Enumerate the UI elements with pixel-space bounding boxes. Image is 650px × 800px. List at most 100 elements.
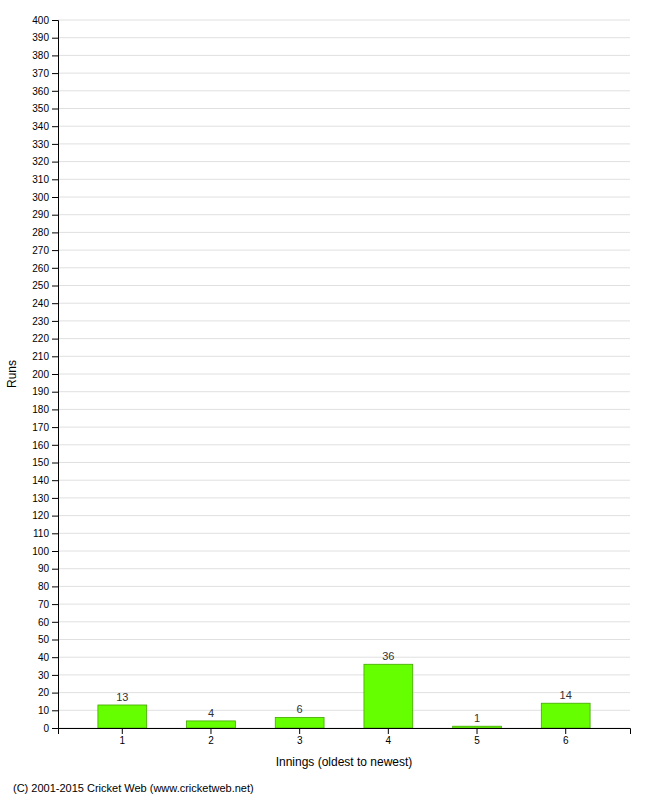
y-tick-label: 380 bbox=[32, 50, 49, 61]
x-tick-label: 3 bbox=[297, 735, 303, 746]
y-tick-mark bbox=[52, 215, 58, 216]
y-tick-label: 60 bbox=[38, 617, 50, 628]
grid-line bbox=[58, 232, 630, 233]
y-tick: 370 bbox=[32, 68, 58, 79]
y-tick: 160 bbox=[32, 440, 58, 451]
grid bbox=[58, 20, 630, 728]
y-tick-mark bbox=[52, 20, 58, 21]
grid-line bbox=[58, 444, 630, 445]
y-tick-label: 100 bbox=[32, 546, 49, 557]
y-tick-label: 330 bbox=[32, 139, 49, 150]
x-axis-line bbox=[59, 729, 631, 735]
y-tick: 260 bbox=[32, 263, 58, 274]
y-tick-mark bbox=[52, 498, 58, 499]
grid-line bbox=[58, 674, 630, 675]
grid-line bbox=[58, 90, 630, 91]
y-axis-line bbox=[52, 21, 59, 729]
y-tick-mark bbox=[52, 710, 58, 711]
bar bbox=[453, 726, 502, 728]
y-tick: 400 bbox=[32, 15, 58, 26]
y-tick: 210 bbox=[32, 351, 58, 362]
x-tick: 4 bbox=[386, 728, 392, 746]
x-tick: 6 bbox=[563, 728, 569, 746]
y-tick-mark bbox=[52, 162, 58, 163]
grid-line bbox=[58, 126, 630, 127]
y-tick-label: 290 bbox=[32, 209, 49, 220]
grid-line bbox=[58, 320, 630, 321]
y-tick-label: 300 bbox=[32, 192, 49, 203]
y-tick-mark bbox=[52, 675, 58, 676]
y-tick-mark bbox=[52, 91, 58, 92]
y-tick-mark bbox=[52, 126, 58, 127]
y-tick-mark bbox=[52, 250, 58, 251]
x-tick: 1 bbox=[120, 728, 126, 746]
x-axis: 123456 bbox=[59, 728, 631, 746]
grid-line bbox=[58, 55, 630, 56]
grid-line bbox=[58, 657, 630, 658]
y-tick-mark bbox=[52, 516, 58, 517]
y-tick-mark bbox=[52, 480, 58, 481]
y-tick-mark bbox=[52, 622, 58, 623]
grid-line bbox=[58, 621, 630, 622]
y-tick-label: 20 bbox=[38, 687, 50, 698]
y-tick: 110 bbox=[33, 528, 58, 539]
y-tick: 310 bbox=[32, 174, 58, 185]
grid-line bbox=[58, 515, 630, 516]
bar bbox=[541, 703, 590, 728]
y-tick: 360 bbox=[32, 86, 58, 97]
y-tick-mark bbox=[52, 38, 58, 39]
y-tick: 20 bbox=[38, 687, 58, 698]
y-tick-label: 240 bbox=[32, 298, 49, 309]
data-label: 4 bbox=[208, 707, 214, 719]
y-tick-label: 80 bbox=[38, 581, 50, 592]
y-tick: 230 bbox=[32, 316, 58, 327]
y-tick-label: 10 bbox=[38, 705, 50, 716]
y-tick: 130 bbox=[32, 493, 58, 504]
y-tick-label: 150 bbox=[32, 457, 49, 468]
grid-line bbox=[58, 427, 630, 428]
y-tick-label: 270 bbox=[32, 245, 49, 256]
y-tick-label: 400 bbox=[32, 15, 49, 26]
x-tick-mark bbox=[388, 728, 389, 734]
y-tick-label: 190 bbox=[32, 386, 49, 397]
data-labels: 134636114 bbox=[116, 650, 572, 724]
grid-line bbox=[58, 374, 630, 375]
y-tick: 180 bbox=[32, 404, 58, 415]
y-axis: 0102030405060708090100110120130140150160… bbox=[32, 15, 58, 734]
grid-line bbox=[58, 197, 630, 198]
grid-line bbox=[58, 73, 630, 74]
y-tick-mark bbox=[52, 321, 58, 322]
y-tick-mark bbox=[52, 640, 58, 641]
x-tick: 2 bbox=[208, 728, 214, 746]
y-tick-label: 360 bbox=[32, 86, 49, 97]
bar bbox=[187, 721, 236, 728]
grid-line bbox=[58, 214, 630, 215]
y-tick-mark bbox=[52, 356, 58, 357]
y-tick-mark bbox=[52, 179, 58, 180]
y-tick-mark bbox=[52, 303, 58, 304]
y-tick-label: 40 bbox=[38, 652, 50, 663]
y-tick-mark bbox=[52, 392, 58, 393]
y-tick-mark bbox=[52, 586, 58, 587]
y-tick-label: 70 bbox=[38, 599, 50, 610]
y-tick-label: 260 bbox=[32, 263, 49, 274]
y-tick-label: 130 bbox=[32, 493, 49, 504]
x-tick-mark bbox=[122, 728, 123, 734]
y-tick-label: 370 bbox=[32, 68, 49, 79]
grid-line bbox=[58, 179, 630, 180]
y-tick-label: 320 bbox=[32, 156, 49, 167]
y-tick: 100 bbox=[32, 546, 58, 557]
x-tick-label: 6 bbox=[563, 735, 569, 746]
y-tick: 280 bbox=[32, 227, 58, 238]
y-tick: 250 bbox=[32, 280, 58, 291]
grid-line bbox=[58, 356, 630, 357]
y-tick-label: 200 bbox=[32, 369, 49, 380]
y-tick: 30 bbox=[38, 670, 58, 681]
y-tick-mark bbox=[52, 533, 58, 534]
y-tick: 390 bbox=[32, 32, 58, 43]
y-tick-mark bbox=[52, 109, 58, 110]
y-tick: 50 bbox=[38, 634, 58, 645]
y-tick: 340 bbox=[32, 121, 58, 132]
bar bbox=[98, 705, 147, 728]
y-tick-label: 310 bbox=[32, 174, 49, 185]
